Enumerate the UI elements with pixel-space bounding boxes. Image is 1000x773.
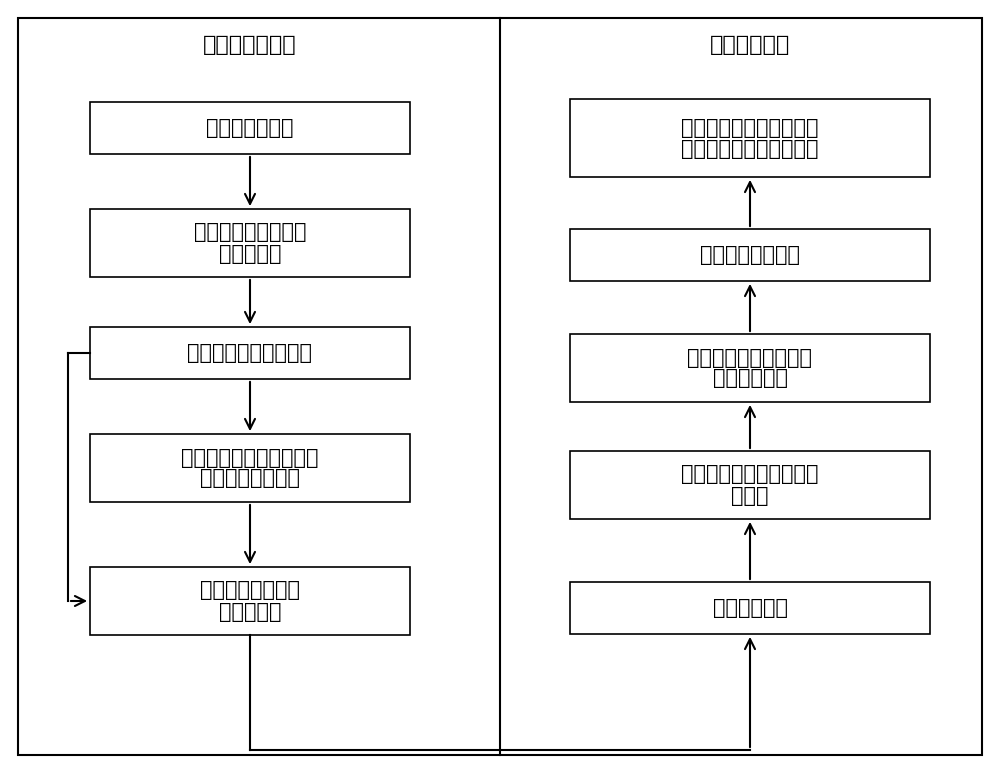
- Bar: [90, 434, 410, 502]
- Text: 初步定位故障位置: 初步定位故障位置: [700, 245, 800, 265]
- Text: 结合专家经验确定故障的: 结合专家经验确定故障的: [681, 117, 819, 138]
- Bar: [90, 567, 410, 635]
- Text: 输入实测数据: 输入实测数据: [712, 598, 788, 618]
- Text: 决策树规则提取: 决策树规则提取: [203, 35, 297, 55]
- Text: 定位决策树: 定位决策树: [219, 601, 281, 621]
- Bar: [570, 334, 930, 402]
- Bar: [90, 209, 410, 277]
- Text: 规则提取构建诊断: 规则提取构建诊断: [200, 581, 300, 601]
- Text: 进行故障定位: 进行故障定位: [712, 369, 788, 389]
- Text: 将故障特征数据输入: 将故障特征数据输入: [194, 223, 306, 243]
- Text: 决策树: 决策树: [731, 485, 769, 506]
- Text: 简构建约简决策表: 简构建约简决策表: [200, 468, 300, 489]
- Text: 模糊化构建模糊决策表: 模糊化构建模糊决策表: [188, 343, 312, 363]
- Bar: [570, 229, 930, 281]
- Text: 利用故障定位搜索算法: 利用故障定位搜索算法: [688, 348, 812, 367]
- Bar: [570, 582, 930, 634]
- Text: 确定初始决策表: 确定初始决策表: [206, 118, 294, 138]
- Text: 对模糊决策表进行属性约: 对模糊决策表进行属性约: [181, 448, 319, 468]
- Text: 故障诊断过程: 故障诊断过程: [710, 35, 790, 55]
- Bar: [90, 327, 410, 379]
- Bar: [90, 102, 410, 154]
- Text: 具体设备并给出维修建议: 具体设备并给出维修建议: [681, 138, 819, 158]
- Bar: [570, 99, 930, 177]
- Bar: [570, 451, 930, 519]
- Text: 初始决策表: 初始决策表: [219, 243, 281, 264]
- Text: 数据模糊化输入诊断定位: 数据模糊化输入诊断定位: [681, 465, 819, 485]
